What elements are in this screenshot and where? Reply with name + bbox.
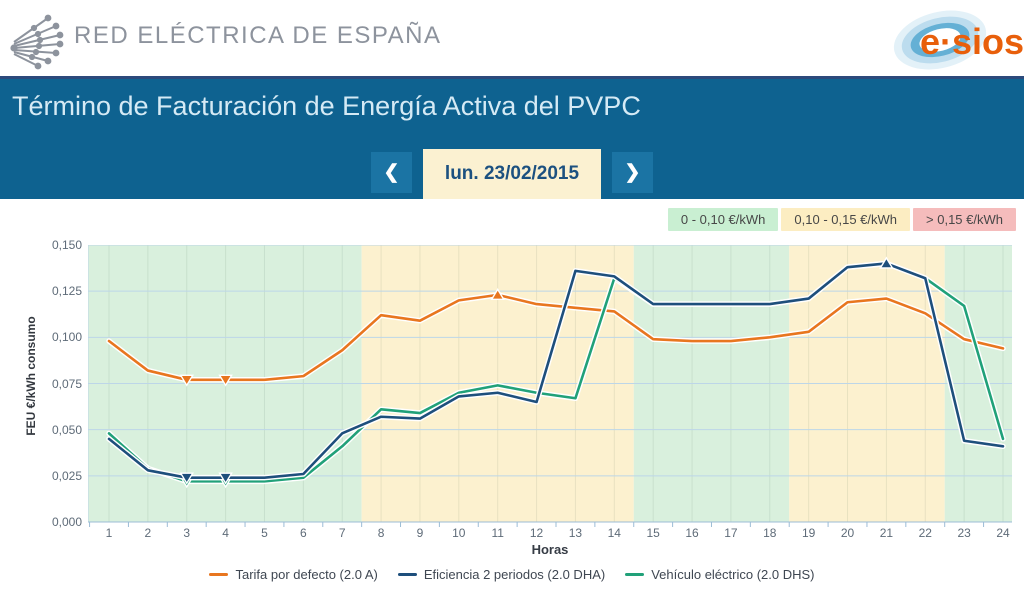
x-tick-label: 23 bbox=[957, 526, 971, 540]
legend-label: Tarifa por defecto (2.0 A) bbox=[235, 567, 378, 582]
max-marker bbox=[490, 287, 505, 301]
y-tick-label: 0,025 bbox=[51, 468, 82, 483]
chart-section: 0 - 0,10 €/kWh 0,10 - 0,15 €/kWh > 0,15 … bbox=[0, 199, 1024, 596]
legend-label: Eficiencia 2 periodos (2.0 DHA) bbox=[423, 567, 606, 582]
brand-text: RED ELÉCTRICA DE ESPAÑA bbox=[74, 22, 442, 49]
x-tick-label: 16 bbox=[685, 526, 699, 540]
y-tick-label: 0,075 bbox=[51, 376, 82, 391]
prev-day-button[interactable]: ❮ bbox=[371, 152, 412, 193]
x-tick-label: 18 bbox=[763, 526, 777, 540]
x-axis-title: Horas bbox=[531, 542, 569, 557]
series-line-0 bbox=[107, 293, 1005, 382]
x-tick-label: 24 bbox=[996, 526, 1010, 540]
legend-label: Vehículo eléctrico (2.0 DHS) bbox=[651, 567, 815, 582]
min-marker bbox=[218, 472, 233, 485]
x-tick-label: 6 bbox=[300, 526, 307, 540]
min-marker bbox=[179, 374, 194, 387]
x-tick-label: 21 bbox=[879, 526, 894, 540]
x-tick-label: 8 bbox=[377, 526, 385, 540]
x-tick-label: 14 bbox=[607, 526, 621, 540]
x-tick-label: 22 bbox=[918, 526, 932, 540]
legend-dash-icon bbox=[209, 573, 229, 576]
chart-svg bbox=[87, 244, 1012, 527]
x-tick-label: 19 bbox=[801, 526, 816, 540]
title-banner: Término de Facturación de Energía Activa… bbox=[0, 76, 1024, 199]
legend-dash-icon bbox=[397, 573, 417, 576]
x-tick-label: 15 bbox=[646, 526, 660, 540]
y-tick-label: 0,000 bbox=[51, 515, 82, 529]
price-band-low-badge: 0 - 0,10 €/kWh bbox=[667, 208, 779, 231]
x-tick-label: 5 bbox=[261, 526, 268, 540]
x-tick-label: 9 bbox=[416, 526, 424, 540]
x-tick-label: 3 bbox=[183, 526, 191, 540]
x-tick-label: 4 bbox=[222, 526, 229, 540]
plot-area bbox=[87, 244, 1012, 529]
y-tick-label: 0,125 bbox=[51, 284, 82, 299]
x-tick-label: 10 bbox=[452, 526, 466, 540]
min-marker bbox=[218, 374, 233, 387]
legend-item-0: Tarifa por defecto (2.0 A) bbox=[209, 567, 378, 582]
next-day-button[interactable]: ❯ bbox=[612, 152, 653, 193]
min-marker bbox=[179, 472, 194, 485]
esios-logo: e·sios bbox=[893, 10, 1024, 70]
date-display[interactable]: lun. 23/02/2015 bbox=[423, 149, 601, 199]
page-header: RED ELÉCTRICA DE ESPAÑA e·sios bbox=[0, 0, 1024, 76]
ree-logo-icon bbox=[10, 14, 64, 70]
x-tick-label: 1 bbox=[105, 526, 113, 540]
x-tick-label: 13 bbox=[568, 526, 583, 540]
price-band-mid-badge: 0,10 - 0,15 €/kWh bbox=[781, 208, 911, 231]
legend-dash-icon bbox=[625, 573, 645, 576]
y-tick-label: 0,050 bbox=[51, 422, 82, 437]
x-tick-label: 2 bbox=[144, 526, 152, 540]
price-band-legend: 0 - 0,10 €/kWh 0,10 - 0,15 €/kWh > 0,15 … bbox=[667, 208, 1016, 231]
x-tick-label: 20 bbox=[840, 526, 855, 540]
page-title: Término de Facturación de Energía Activa… bbox=[12, 91, 641, 121]
legend-item-1: Eficiencia 2 periodos (2.0 DHA) bbox=[397, 567, 606, 582]
y-tick-label: 0,150 bbox=[51, 238, 82, 252]
x-tick-label: 12 bbox=[529, 526, 544, 540]
svg-text:e·sios: e·sios bbox=[920, 21, 1024, 62]
max-marker bbox=[879, 256, 894, 269]
price-band-high-badge: > 0,15 €/kWh bbox=[913, 208, 1016, 231]
x-tick-label: 17 bbox=[724, 526, 738, 540]
series-line-1 bbox=[107, 262, 1005, 479]
date-navigation: ❮ lun. 23/02/2015 ❯ bbox=[371, 149, 653, 199]
series-legend: Tarifa por defecto (2.0 A) Eficiencia 2 p… bbox=[0, 567, 1024, 582]
x-tick-label: 11 bbox=[491, 526, 504, 540]
y-tick-label: 0,100 bbox=[51, 330, 82, 345]
x-tick-label: 7 bbox=[338, 526, 346, 540]
legend-item-2: Vehículo eléctrico (2.0 DHS) bbox=[625, 567, 815, 582]
